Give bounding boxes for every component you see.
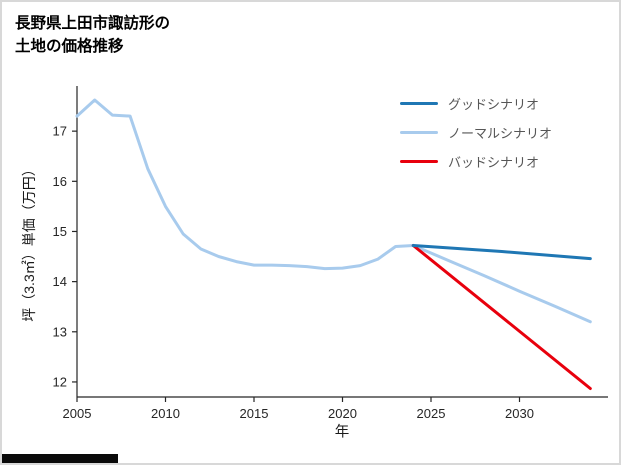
x-tick-label: 2025 (417, 406, 446, 421)
legend-label-normal: ノーマルシナリオ (448, 126, 553, 141)
y-tick-label: 17 (53, 124, 67, 139)
page-title-line-2: 土地の価格推移 (15, 38, 124, 56)
x-tick-label: 2030 (505, 406, 534, 421)
y-tick-label: 13 (53, 324, 67, 339)
legend-item-bad: バッドシナリオ (400, 152, 552, 171)
legend-swatch-normal (400, 130, 438, 135)
x-tick-label: 2010 (151, 406, 180, 421)
legend-swatch-bad (400, 159, 438, 164)
legend-item-good: グッドシナリオ (400, 94, 552, 113)
y-tick-label: 16 (53, 174, 67, 189)
x-tick-label: 2005 (63, 406, 92, 421)
legend-swatch-good (400, 101, 438, 106)
series-line-0 (411, 244, 592, 261)
legend-item-normal: ノーマルシナリオ (400, 123, 552, 142)
y-tick-label: 12 (53, 374, 67, 389)
legend-label-bad: バッドシナリオ (448, 155, 540, 170)
series-line-1 (75, 98, 592, 324)
x-tick-label: 2020 (328, 406, 357, 421)
series-line-2 (411, 244, 592, 390)
x-axis-label: 年 (334, 424, 350, 441)
y-axis-label: 坪（3.3㎡）単価（万円） (21, 162, 37, 322)
y-tick-label: 15 (53, 224, 67, 239)
chart-legend: グッドシナリオ ノーマルシナリオ バッドシナリオ (400, 94, 552, 181)
legend-label-good: グッドシナリオ (448, 97, 540, 112)
page-title: 長野県上田市諏訪形の 土地の価格推移 (15, 12, 170, 59)
x-tick-label: 2015 (240, 406, 269, 421)
y-tick-label: 14 (53, 274, 67, 289)
page-title-line-1: 長野県上田市諏訪形の (15, 15, 171, 32)
bottom-left-bar-fragment (2, 454, 118, 463)
